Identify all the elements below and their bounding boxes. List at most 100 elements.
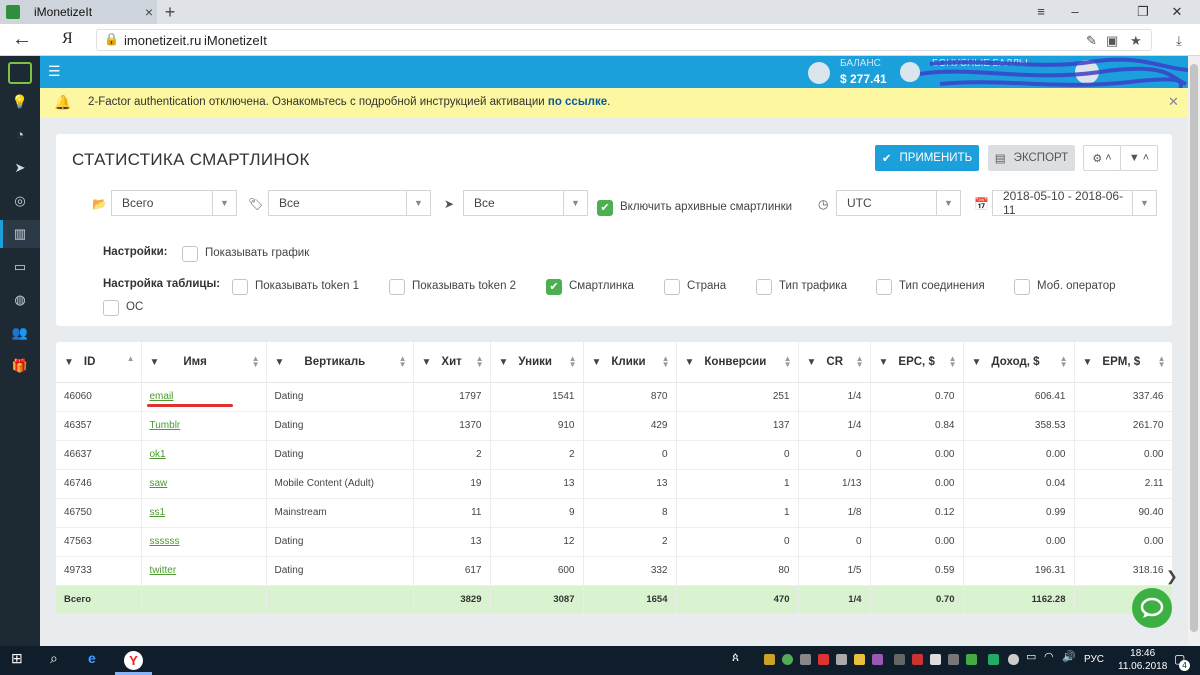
column-header-epc[interactable]: ▼ EPC, $ ▲ ▼	[870, 342, 964, 383]
download-icon[interactable]: ⤓	[1176, 33, 1182, 48]
tray-app-icon[interactable]	[988, 654, 999, 665]
minimize-button[interactable]: –	[1071, 4, 1079, 19]
column-header-vertical[interactable]: ▼ Вертикаль ▲ ▼	[266, 342, 414, 383]
smartlink-name-link[interactable]: saw	[149, 478, 168, 489]
sort-icon[interactable]: ▲ ▼	[948, 354, 957, 369]
tags-select[interactable]: Все ▼	[268, 190, 431, 216]
bookmark-star-icon[interactable]: ★	[1130, 33, 1142, 48]
sort-icon[interactable]: ▲ ▼	[1059, 354, 1068, 369]
mobile-operator-checkbox[interactable]	[1014, 279, 1030, 295]
column-header-conversions[interactable]: ▼ Конверсии ▲ ▼	[676, 342, 799, 383]
dashboard-icon[interactable]: ◔	[16, 127, 24, 142]
app-logo[interactable]	[8, 62, 32, 84]
columns-settings-button[interactable]: ⚙ ˄	[1083, 145, 1121, 171]
archive-checkbox[interactable]: ✔	[597, 200, 613, 216]
statistics-icon[interactable]: ▥	[13, 226, 27, 241]
clock[interactable]: 18:46 11.06.2018	[1118, 647, 1167, 673]
lock-icon[interactable]: 🔒	[104, 32, 119, 46]
timezone-select[interactable]: UTC ▼	[836, 190, 961, 216]
close-window-button[interactable]: ✕	[1171, 4, 1183, 19]
wifi-icon[interactable]: ◠	[1044, 651, 1054, 663]
windows-start-icon[interactable]: ⊞	[11, 650, 23, 666]
chat-button[interactable]	[1132, 588, 1172, 628]
menu-icon[interactable]: ≡	[1037, 4, 1045, 19]
scroll-right-icon[interactable]: ❯	[1166, 568, 1178, 584]
scrollbar-thumb[interactable]	[1190, 64, 1198, 632]
yandex-browser-icon[interactable]: Y	[124, 651, 143, 670]
smartlink-checkbox[interactable]: ✔	[546, 279, 562, 295]
network-icon[interactable]: ▭	[1026, 651, 1037, 663]
filter-icon[interactable]: ▼	[498, 356, 509, 368]
tray-app-icon[interactable]	[818, 654, 829, 665]
people-icon[interactable]: ጰ	[732, 650, 740, 664]
smartlink-name-link[interactable]: ok1	[149, 449, 166, 460]
reader-icon[interactable]: ▣	[1106, 33, 1119, 48]
country-checkbox[interactable]	[664, 279, 680, 295]
lightbulb-icon[interactable]: 💡	[11, 94, 29, 109]
language-indicator[interactable]: РУС	[1084, 654, 1105, 665]
tray-app-icon[interactable]	[800, 654, 811, 665]
back-arrow-icon[interactable]: ←	[12, 28, 32, 50]
traffic-type-checkbox[interactable]	[756, 279, 772, 295]
cloud-icon[interactable]	[1008, 654, 1019, 665]
token1-checkbox[interactable]	[232, 279, 248, 295]
column-header-name[interactable]: ▼ Имя ▲ ▼	[141, 342, 267, 383]
tray-app-icon[interactable]	[782, 654, 793, 665]
smartlink-name-link[interactable]: email	[149, 391, 174, 402]
sort-icon[interactable]: ▲ ▼	[251, 354, 260, 369]
restore-button[interactable]: ❐	[1137, 4, 1149, 19]
smartlink-name-link[interactable]: ssssss	[149, 536, 180, 547]
token2-checkbox[interactable]	[389, 279, 405, 295]
column-header-cr[interactable]: ▼ CR ▲ ▼	[798, 342, 871, 383]
tray-app-icon[interactable]	[930, 654, 941, 665]
edge-browser-icon[interactable]: e	[88, 650, 96, 666]
smartlink-name-link[interactable]: ss1	[149, 507, 166, 518]
column-header-id[interactable]: ▼ ID ▲	[56, 342, 142, 383]
money-icon[interactable]: ▭	[13, 259, 27, 274]
pen-icon[interactable]: ✎	[1086, 33, 1097, 48]
sort-icon[interactable]: ▲ ▼	[661, 354, 670, 369]
target-icon[interactable]: ◎	[14, 193, 26, 208]
volume-icon[interactable]: 🔊	[1062, 651, 1076, 663]
column-header-clicks[interactable]: ▼ Клики ▲ ▼	[583, 342, 677, 383]
source-select[interactable]: Все ▼	[463, 190, 588, 216]
smartlink-name-link[interactable]: twitter	[149, 565, 177, 576]
url-input[interactable]	[96, 29, 1152, 51]
sort-icon[interactable]: ▲ ▼	[568, 354, 577, 369]
column-header-epm[interactable]: ▼ EPM, $ ▲ ▼	[1074, 342, 1173, 383]
smartlink-name-link[interactable]: Tumblr	[149, 420, 181, 431]
tray-app-icon[interactable]	[764, 654, 775, 665]
tray-app-icon[interactable]	[966, 654, 977, 665]
yandex-logo[interactable]: Я	[62, 30, 73, 47]
sort-icon[interactable]: ▲ ▼	[783, 354, 792, 369]
alert-link[interactable]: по ссылке	[547, 96, 608, 108]
os-checkbox[interactable]	[103, 300, 119, 316]
column-header-revenue[interactable]: ▼ Доход, $ ▲ ▼	[963, 342, 1075, 383]
connection-type-checkbox[interactable]	[876, 279, 892, 295]
show-chart-checkbox[interactable]	[182, 246, 198, 262]
notification-center-icon[interactable]: ▢	[1174, 652, 1186, 666]
filter-icon[interactable]: ▼	[64, 356, 74, 368]
menu-toggle-icon[interactable]: ☰	[48, 63, 61, 79]
tray-app-icon[interactable]	[872, 654, 883, 665]
sort-icon[interactable]: ▲ ▼	[855, 354, 864, 369]
column-header-hits[interactable]: ▼ Хит ▲ ▼	[413, 342, 491, 383]
sort-icon[interactable]: ▲ ▼	[398, 354, 407, 369]
filter-icon[interactable]: ▼	[149, 356, 160, 368]
total-select[interactable]: Всего ▼	[111, 190, 237, 216]
filter-icon[interactable]: ▼	[1082, 356, 1093, 368]
sort-icon[interactable]: ▲ ▼	[1157, 354, 1166, 369]
filter-icon[interactable]: ▼	[878, 356, 889, 368]
search-icon[interactable]: ⌕	[50, 650, 58, 666]
column-header-uniques[interactable]: ▼ Уники ▲ ▼	[490, 342, 584, 383]
users-icon[interactable]: 👥	[11, 325, 29, 340]
export-button[interactable]: ▤ ЭКСПОРТ	[988, 145, 1075, 171]
gift-icon[interactable]: 🎁	[11, 358, 29, 373]
apply-button[interactable]: ✔ ПРИМЕНИТЬ	[875, 145, 979, 171]
tray-app-icon[interactable]	[912, 654, 923, 665]
browser-tab[interactable]: iMonetizeIt ×	[0, 0, 157, 24]
tray-app-icon[interactable]	[948, 654, 959, 665]
date-range-select[interactable]: 2018-05-10 - 2018-06-11 ▼	[992, 189, 1157, 217]
send-icon[interactable]: ➤	[14, 160, 26, 175]
new-tab-button[interactable]: +	[164, 2, 176, 22]
